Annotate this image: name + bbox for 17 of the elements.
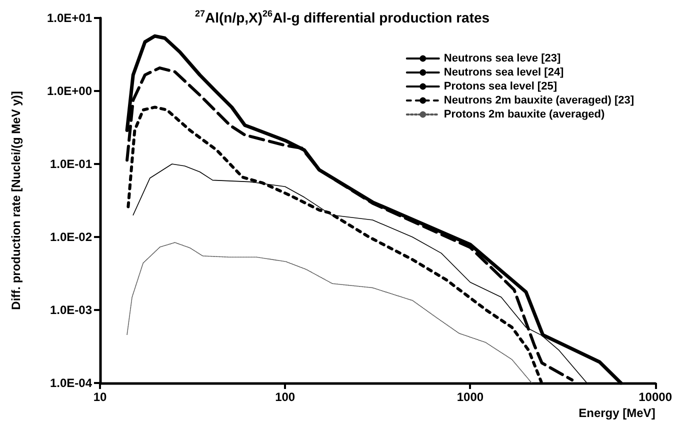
legend-label: Protons 2m bauxite (averaged) xyxy=(444,108,605,120)
y-tick-label: 1.0E+00 xyxy=(46,84,92,98)
y-tick-label: 1.0E-01 xyxy=(50,157,92,171)
legend-label: Neutrons 2m bauxite (averaged) [23] xyxy=(444,94,634,106)
y-tick-label: 1.0E-04 xyxy=(50,376,92,390)
x-tick-label: 1000 xyxy=(456,390,484,404)
y-tick-label: 1.0E-03 xyxy=(50,303,92,317)
y-tick-label: 1.0E-02 xyxy=(50,230,92,244)
y-tick-label: 1.0E+01 xyxy=(46,11,92,25)
legend-label: Protons sea level [25] xyxy=(444,80,558,92)
legend-label: Neutrons sea leve [23] xyxy=(444,52,561,64)
legend-label: Neutrons sea level [24] xyxy=(444,66,564,78)
x-tick-label: 10 xyxy=(93,390,107,404)
x-tick-label: 10000 xyxy=(638,390,672,404)
x-axis-title: Energy [MeV] xyxy=(578,406,656,420)
x-tick-label: 100 xyxy=(275,390,296,404)
y-axis-title: Diff. production rate [Nuclei/(g MeV y)] xyxy=(9,91,23,310)
